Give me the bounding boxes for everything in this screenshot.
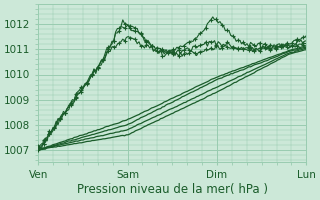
X-axis label: Pression niveau de la mer( hPa ): Pression niveau de la mer( hPa ) <box>77 183 268 196</box>
